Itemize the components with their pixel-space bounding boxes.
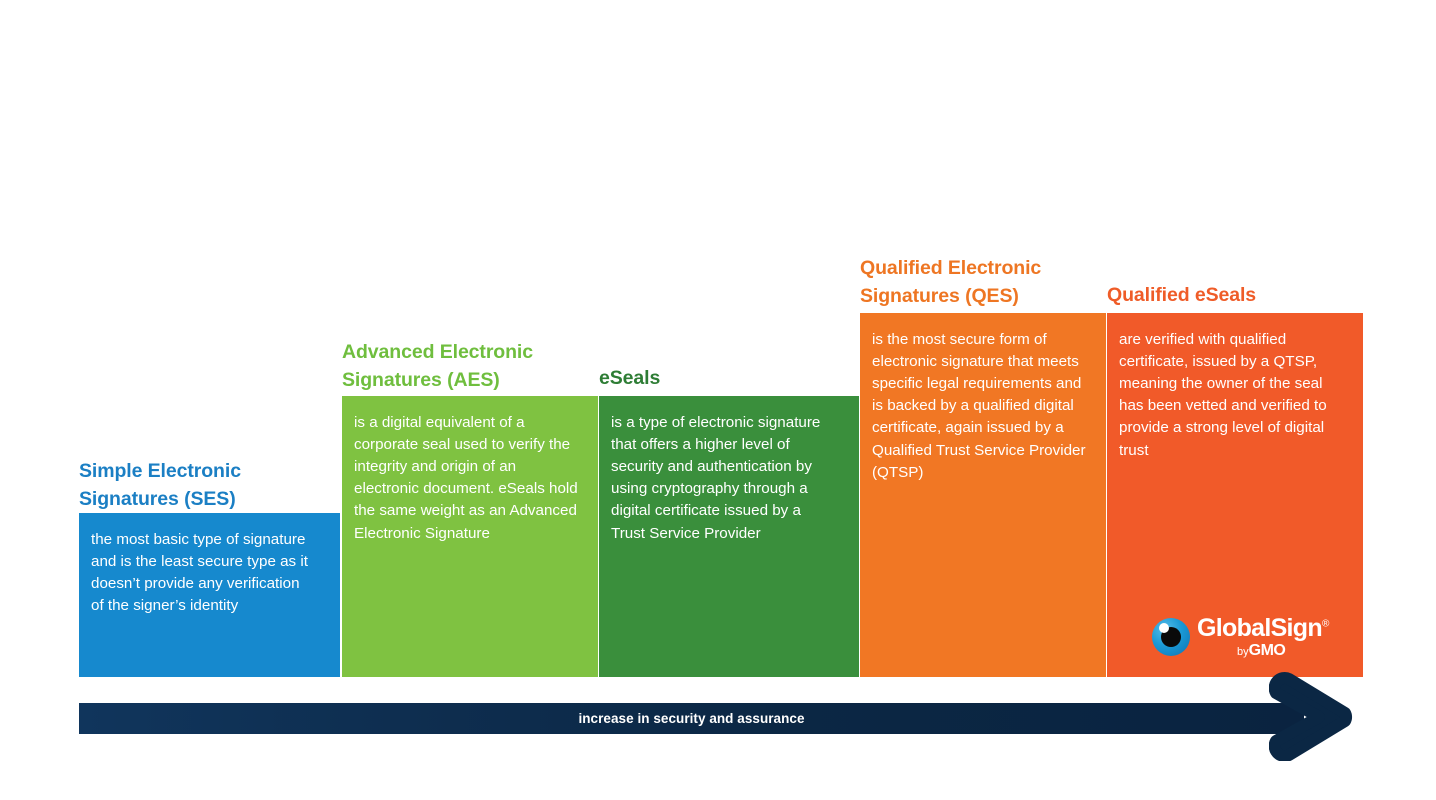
column-aes-title: Advanced Electronic Signatures (AES) — [342, 341, 533, 392]
globalsign-wordmark-text: GlobalSign — [1197, 614, 1323, 642]
column-ses-title: Simple Electronic Signatures (SES) — [79, 460, 241, 511]
column-eseals-title: eSeals — [599, 367, 661, 389]
column-aes-body: is a digital equivalent of a corporate s… — [342, 396, 598, 559]
arrow-shaft — [79, 703, 1304, 734]
column-eseals: eSeals is a type of electronic signature… — [599, 367, 859, 677]
column-qes-body: is the most secure form of electronic si… — [860, 313, 1106, 498]
registered-trademark-icon: ® — [1321, 618, 1329, 630]
column-ses-body: the most basic type of signature and is … — [79, 513, 340, 631]
arrow-head-icon — [1269, 672, 1353, 761]
eye-icon — [1152, 618, 1190, 656]
column-qualified-eseals: Qualified eSeals are verified with quali… — [1107, 284, 1363, 677]
globalsign-byline: byGMO — [1237, 642, 1286, 659]
byline-brand: GMO — [1248, 642, 1286, 659]
arrow-label: increase in security and assurance — [578, 711, 805, 726]
column-eseals-description: is a type of electronic signature that o… — [611, 414, 821, 542]
column-ses: Simple Electronic Signatures (SES) the m… — [79, 460, 340, 677]
column-eseals-body: is a type of electronic signature that o… — [599, 396, 859, 559]
column-qualified-eseals-description: are verified with qualified certificate,… — [1119, 331, 1327, 459]
globalsign-wordmark: GlobalSign® — [1197, 616, 1329, 641]
column-qes: Qualified Electronic Signatures (QES) is… — [860, 257, 1106, 677]
column-qes-title: Qualified Electronic Signatures (QES) — [860, 257, 1042, 308]
byline-prefix: by — [1237, 646, 1249, 658]
globalsign-logo: GlobalSign® byGMO — [1152, 614, 1329, 660]
column-qes-description: is the most secure form of electronic si… — [872, 331, 1086, 481]
column-ses-description: the most basic type of signature and is … — [91, 531, 308, 615]
column-aes-description: is a digital equivalent of a corporate s… — [354, 414, 578, 542]
progression-arrow: increase in security and assurance — [79, 672, 1357, 783]
column-qualified-eseals-title: Qualified eSeals — [1107, 284, 1257, 306]
column-aes: Advanced Electronic Signatures (AES) is … — [342, 341, 598, 677]
eye-highlight — [1158, 623, 1169, 633]
column-qualified-eseals-body: are verified with qualified certificate,… — [1107, 313, 1363, 476]
